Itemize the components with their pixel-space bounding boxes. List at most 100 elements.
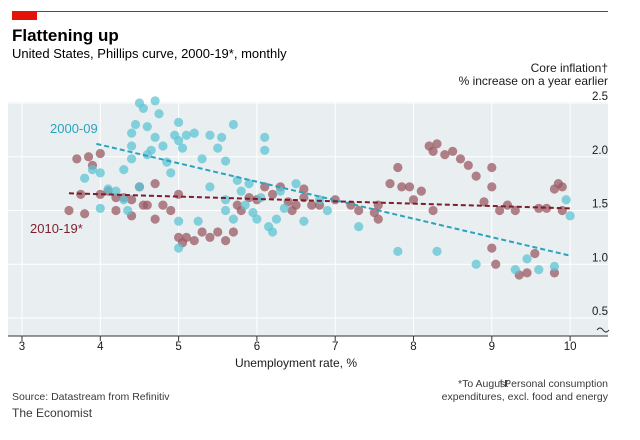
point-2000-09 xyxy=(291,179,301,189)
point-2000-09 xyxy=(271,214,282,224)
point-2010-19 xyxy=(487,162,497,173)
point-2010-19 xyxy=(205,232,215,242)
point-2010-19 xyxy=(557,182,567,192)
point-2010-19 xyxy=(83,152,94,162)
point-2010-19 xyxy=(64,205,74,216)
series-label-2010-19: 2010-19* xyxy=(30,221,83,236)
accent-bar xyxy=(12,11,37,20)
point-2000-09 xyxy=(534,265,544,275)
point-2000-09 xyxy=(130,119,141,130)
point-2000-09 xyxy=(111,186,121,196)
chart-title: Flattening up xyxy=(12,26,119,45)
point-2000-09 xyxy=(174,117,184,127)
point-2010-19 xyxy=(213,227,223,237)
point-2000-09 xyxy=(217,132,227,142)
point-2010-19 xyxy=(393,162,403,173)
x-tick-label: 3 xyxy=(19,341,25,353)
point-2000-09 xyxy=(158,141,168,151)
point-2010-19 xyxy=(471,171,481,181)
point-2000-09 xyxy=(522,254,532,264)
point-2010-19 xyxy=(440,150,450,160)
point-2000-09 xyxy=(220,156,231,166)
point-2000-09 xyxy=(549,261,560,271)
point-2010-19 xyxy=(95,148,105,159)
point-2000-09 xyxy=(220,195,231,205)
point-2000-09 xyxy=(471,259,481,269)
point-2010-19 xyxy=(510,205,520,216)
point-2010-19 xyxy=(260,182,270,192)
point-2010-19 xyxy=(228,227,239,237)
point-2000-09 xyxy=(119,195,129,205)
y-axis-sublabel: % increase on a year earlier xyxy=(459,74,608,88)
x-axis-label: Unemployment rate, % xyxy=(235,356,357,370)
source-note: Source: Datastream from Refinitiv xyxy=(12,391,170,403)
point-2010-19 xyxy=(487,243,497,253)
point-2000-09 xyxy=(510,265,520,275)
point-2000-09 xyxy=(236,186,246,196)
point-2000-09 xyxy=(181,130,192,140)
point-2000-09 xyxy=(220,205,231,216)
series-label-2000-09: 2000-09 xyxy=(50,121,98,136)
point-2000-09 xyxy=(123,205,133,216)
point-2000-09 xyxy=(205,182,215,192)
point-2000-09 xyxy=(119,165,129,175)
point-2000-09 xyxy=(138,103,148,113)
footnote-pce: †Personal consumption xyxy=(498,378,608,390)
x-tick-label: 5 xyxy=(175,341,181,353)
point-2010-19 xyxy=(432,139,442,149)
point-2000-09 xyxy=(275,186,285,196)
point-2000-09 xyxy=(134,182,145,192)
point-2010-19 xyxy=(448,146,458,156)
point-2000-09 xyxy=(228,119,239,130)
point-2010-19 xyxy=(189,236,199,246)
point-2000-09 xyxy=(565,211,575,221)
point-2010-19 xyxy=(220,236,231,246)
x-tick-label: 7 xyxy=(332,341,338,353)
point-2010-19 xyxy=(502,200,513,210)
point-2010-19 xyxy=(534,203,544,213)
point-2000-09 xyxy=(154,109,164,119)
point-2000-09 xyxy=(150,132,160,142)
brand-mark: The Economist xyxy=(12,406,93,420)
point-2000-09 xyxy=(103,184,113,194)
point-2000-09 xyxy=(162,157,172,167)
point-2000-09 xyxy=(393,246,403,256)
point-2000-09 xyxy=(193,216,203,226)
point-2000-09 xyxy=(240,200,250,210)
point-2010-19 xyxy=(373,214,383,224)
point-2010-19 xyxy=(522,268,532,278)
trend-line-2010-19 xyxy=(68,192,571,210)
point-2000-09 xyxy=(299,216,309,226)
footnote-pce-cont: expenditures, excl. food and energy xyxy=(442,391,609,403)
trend-lines xyxy=(68,142,571,257)
chart-subtitle: United States, Phillips curve, 2000-19*,… xyxy=(12,46,287,61)
point-2000-09 xyxy=(142,122,152,132)
point-2000-09 xyxy=(127,128,137,138)
y-tick-label: 0.5 xyxy=(592,306,608,318)
y-tick-labels: 0.5 1.0 1.5 2.0 2.5 xyxy=(592,91,608,318)
point-2010-19 xyxy=(354,205,364,216)
point-2000-09 xyxy=(213,143,223,153)
x-tick-labels: 3 4 5 6 7 8 9 10 xyxy=(19,341,577,353)
point-2000-09 xyxy=(314,195,325,205)
point-2010-19 xyxy=(416,186,426,196)
point-2010-19 xyxy=(307,200,317,210)
point-2010-19 xyxy=(479,197,489,207)
point-2010-19 xyxy=(150,214,160,224)
point-2000-09 xyxy=(80,173,90,183)
x-tick-label: 4 xyxy=(97,341,104,353)
point-2000-09 xyxy=(127,154,137,164)
point-2000-09 xyxy=(260,132,270,142)
point-2010-19 xyxy=(404,182,415,192)
point-2000-09 xyxy=(561,195,571,205)
point-2010-19 xyxy=(181,232,192,242)
point-2000-09 xyxy=(244,179,254,189)
point-2010-19 xyxy=(549,268,560,278)
point-2000-09 xyxy=(127,141,137,151)
point-2010-19 xyxy=(487,182,497,192)
y-tick-label: 1.5 xyxy=(592,199,608,211)
point-2000-09 xyxy=(166,168,176,178)
point-2000-09 xyxy=(174,243,184,253)
point-2010-19 xyxy=(495,205,505,216)
